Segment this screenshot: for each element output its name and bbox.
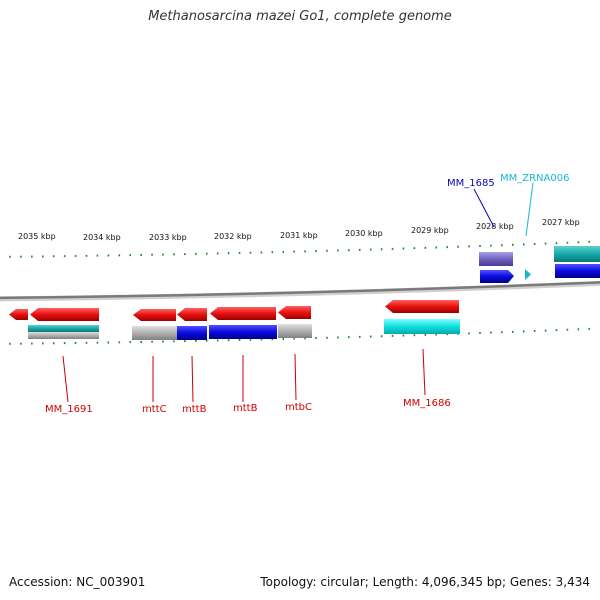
map-title: Methanosarcina mazei Go1, complete genom… <box>148 9 452 24</box>
tick-label: 2033 kbp <box>149 233 187 242</box>
tick-label: 2030 kbp <box>345 229 383 238</box>
gene-box <box>384 319 460 334</box>
gene-arrow-mttc <box>133 309 176 321</box>
gene-box <box>132 326 177 340</box>
gene-arrow <box>9 309 28 320</box>
gene-arrow-mttb-1 <box>177 308 207 321</box>
tick-label: 2032 kbp <box>214 232 252 241</box>
connector-line <box>294 353 297 401</box>
gene-arrow-mm1685 <box>480 270 514 283</box>
gene-arrow-mm1686 <box>385 300 459 313</box>
gene-box <box>555 264 600 278</box>
gene-label: MM_ZRNA006 <box>500 173 569 184</box>
gene-arrow-mtbc <box>278 306 311 319</box>
gene-box <box>479 252 513 266</box>
connector-line <box>422 348 426 396</box>
tick-label: 2029 kbp <box>411 226 449 235</box>
gene-label: mttB <box>233 403 258 414</box>
gene-box <box>28 332 99 339</box>
gene-arrow-mttb-2 <box>210 307 276 320</box>
connector-line <box>62 355 69 403</box>
gene-label: MM_1685 <box>447 178 495 189</box>
gene-label: mtbC <box>285 402 312 413</box>
gene-box <box>209 325 277 339</box>
gene-labels: MM_1691 mttC mttB mttB mtbC MM_1686 MM_1… <box>45 173 569 415</box>
genome-stats-text: Topology: circular; Length: 4,096,345 bp… <box>260 575 590 589</box>
tick-layer <box>9 240 591 345</box>
accession-text: Accession: NC_003901 <box>9 575 146 589</box>
gene-box <box>278 324 312 338</box>
tick-labels: 2035 kbp 2034 kbp 2033 kbp 2032 kbp 2031… <box>18 218 580 242</box>
tick-label: 2035 kbp <box>18 232 56 241</box>
tick-label: 2034 kbp <box>83 233 121 242</box>
gene-box <box>28 325 99 332</box>
gene-arrow-mm1691 <box>30 308 99 321</box>
connector-line <box>191 355 194 403</box>
gene-label: mttC <box>142 404 167 415</box>
tick-label: 2028 kbp <box>476 222 514 231</box>
connector-line <box>473 188 495 228</box>
gene-box <box>554 246 600 262</box>
gene-box <box>177 326 207 340</box>
tick-label: 2031 kbp <box>280 231 318 240</box>
genome-backbone <box>0 281 600 300</box>
gene-label: mttB <box>182 404 207 415</box>
label-connectors <box>62 182 534 403</box>
gene-label: MM_1691 <box>45 404 93 415</box>
forward-strand-genes <box>479 246 600 283</box>
connector-line <box>525 182 534 237</box>
reverse-strand-genes <box>9 300 460 340</box>
gene-arrow-zrna006 <box>525 269 531 280</box>
gene-label: MM_1686 <box>403 398 451 409</box>
tick-label: 2027 kbp <box>542 218 580 227</box>
